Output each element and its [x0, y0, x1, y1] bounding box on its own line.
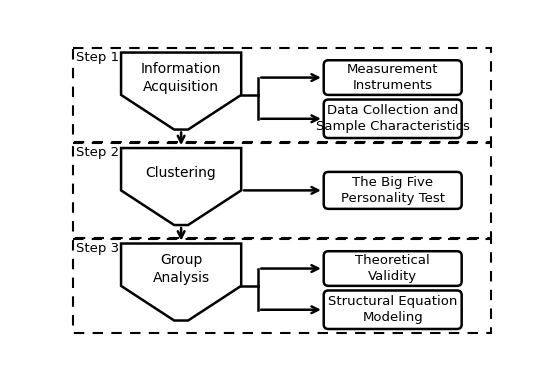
Polygon shape: [121, 244, 241, 320]
Text: Information
Acquisition: Information Acquisition: [141, 62, 221, 93]
Bar: [73, 48, 491, 142]
FancyBboxPatch shape: [324, 60, 461, 95]
FancyBboxPatch shape: [324, 172, 461, 209]
FancyBboxPatch shape: [324, 251, 461, 286]
Text: Clustering: Clustering: [146, 166, 217, 181]
Text: Group
Analysis: Group Analysis: [152, 253, 210, 285]
FancyBboxPatch shape: [324, 100, 461, 138]
Text: Step 2: Step 2: [76, 146, 120, 159]
Text: Step 1: Step 1: [76, 51, 120, 64]
Text: Theoretical
Validity: Theoretical Validity: [355, 254, 430, 283]
Bar: [73, 239, 491, 333]
Text: Measurement
Instruments: Measurement Instruments: [347, 63, 438, 92]
Polygon shape: [121, 52, 241, 130]
Polygon shape: [121, 148, 241, 225]
Bar: [73, 143, 491, 238]
Text: The Big Five
Personality Test: The Big Five Personality Test: [340, 176, 445, 205]
Text: Step 3: Step 3: [76, 242, 120, 254]
FancyBboxPatch shape: [324, 291, 461, 329]
Text: Data Collection and
Sample Characteristics: Data Collection and Sample Characteristi…: [316, 104, 470, 133]
Text: Structural Equation
Modeling: Structural Equation Modeling: [328, 295, 458, 324]
